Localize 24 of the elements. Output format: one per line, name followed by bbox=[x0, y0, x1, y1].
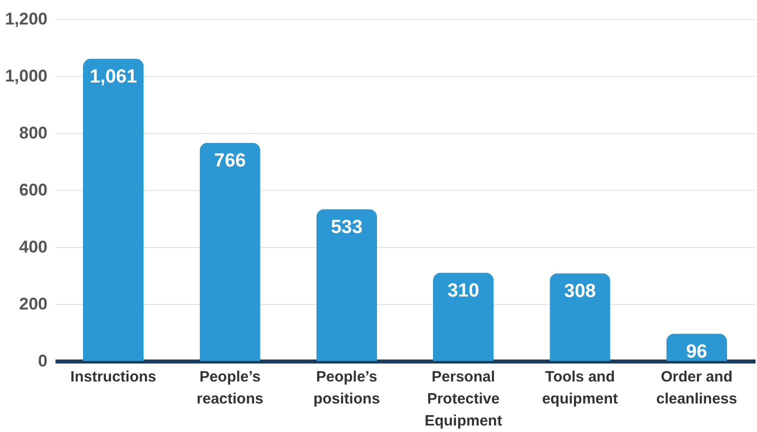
x-tick-label: People’s positions bbox=[313, 368, 380, 408]
bar bbox=[550, 273, 610, 361]
y-tick-label: 1,000 bbox=[4, 66, 48, 86]
bar bbox=[200, 142, 260, 361]
x-tick-label: People’s reactions bbox=[196, 368, 264, 408]
data-label: 766 bbox=[214, 150, 246, 172]
x-tick-label: Personal Protective Equipment bbox=[424, 368, 502, 430]
y-tick-label: 1,200 bbox=[4, 10, 48, 28]
bar bbox=[433, 272, 494, 361]
bar bbox=[316, 209, 377, 361]
x-tick-label: Instructions bbox=[70, 368, 156, 386]
y-tick-label: 0 bbox=[38, 352, 48, 370]
data-label: 533 bbox=[330, 217, 363, 238]
data-label: 1,061 bbox=[90, 66, 138, 88]
y-tick-label: 200 bbox=[19, 294, 48, 314]
x-tick-label: Order and cleanliness bbox=[656, 368, 738, 408]
bar bbox=[83, 58, 144, 361]
x-tick-label: Tools and equipment bbox=[542, 368, 618, 408]
y-tick-label: 800 bbox=[19, 124, 48, 142]
data-label: 310 bbox=[447, 280, 480, 302]
data-label: 308 bbox=[564, 281, 596, 302]
data-label: 96 bbox=[686, 342, 708, 363]
y-tick-label: 400 bbox=[19, 238, 48, 256]
y-tick-label: 600 bbox=[19, 180, 48, 200]
